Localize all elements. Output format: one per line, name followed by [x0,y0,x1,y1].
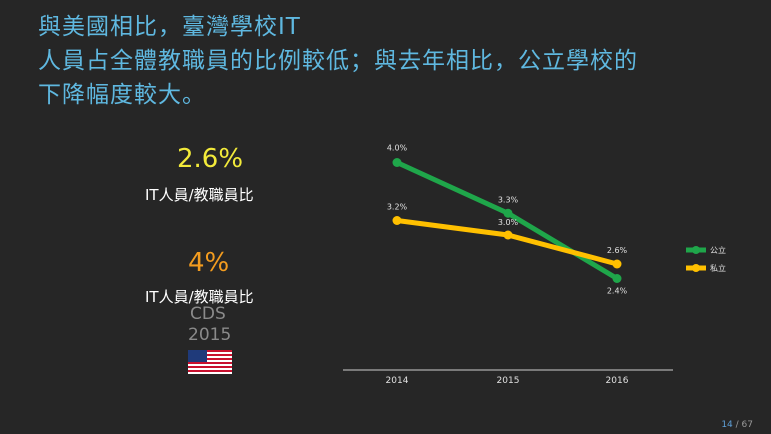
data-label: 3.3% [498,195,519,204]
data-label: 3.0% [498,218,519,227]
taiwan-ratio-label: IT人員/教職員比 [145,186,254,204]
data-label: 4.0% [387,144,408,153]
title-line-3: 下降幅度較大。 [38,82,206,108]
title-line-1: 與美國相比，臺灣學校IT [38,14,301,40]
legend-marker [692,264,700,272]
page-number: 14 / 67 [721,420,753,430]
us-flag-icon [188,350,232,374]
x-tick-label: 2016 [606,376,629,386]
us-year: 2015 [188,325,232,345]
data-point [612,274,622,283]
data-label: 2.4% [607,287,628,296]
us-ratio-label: IT人員/教職員比 [145,288,254,306]
data-point [392,216,402,225]
page-total: / 67 [735,420,753,430]
x-tick-label: 2015 [497,376,520,386]
us-ratio-value: 4% [188,248,230,278]
us-source: CDS [190,304,226,324]
data-label: 3.2% [387,203,408,212]
slide-title: 與美國相比，臺灣學校IT 人員占全體教職員的比例較低；與去年相比，公立學校的 下… [38,10,758,112]
taiwan-ratio-value: 2.6% [177,144,244,174]
data-point [612,259,622,269]
data-point [392,158,402,167]
data-point [503,230,513,240]
legend-label: 公立 [710,245,726,255]
legend-label: 私立 [710,263,726,273]
page-current: 14 [721,420,733,430]
x-tick-label: 2014 [386,376,409,386]
legend-marker [692,246,700,254]
data-label: 2.6% [607,246,628,255]
series-line [394,218,620,267]
title-line-2: 人員占全體教職員的比例較低；與去年相比，公立學校的 [38,48,638,74]
data-point [503,208,513,218]
